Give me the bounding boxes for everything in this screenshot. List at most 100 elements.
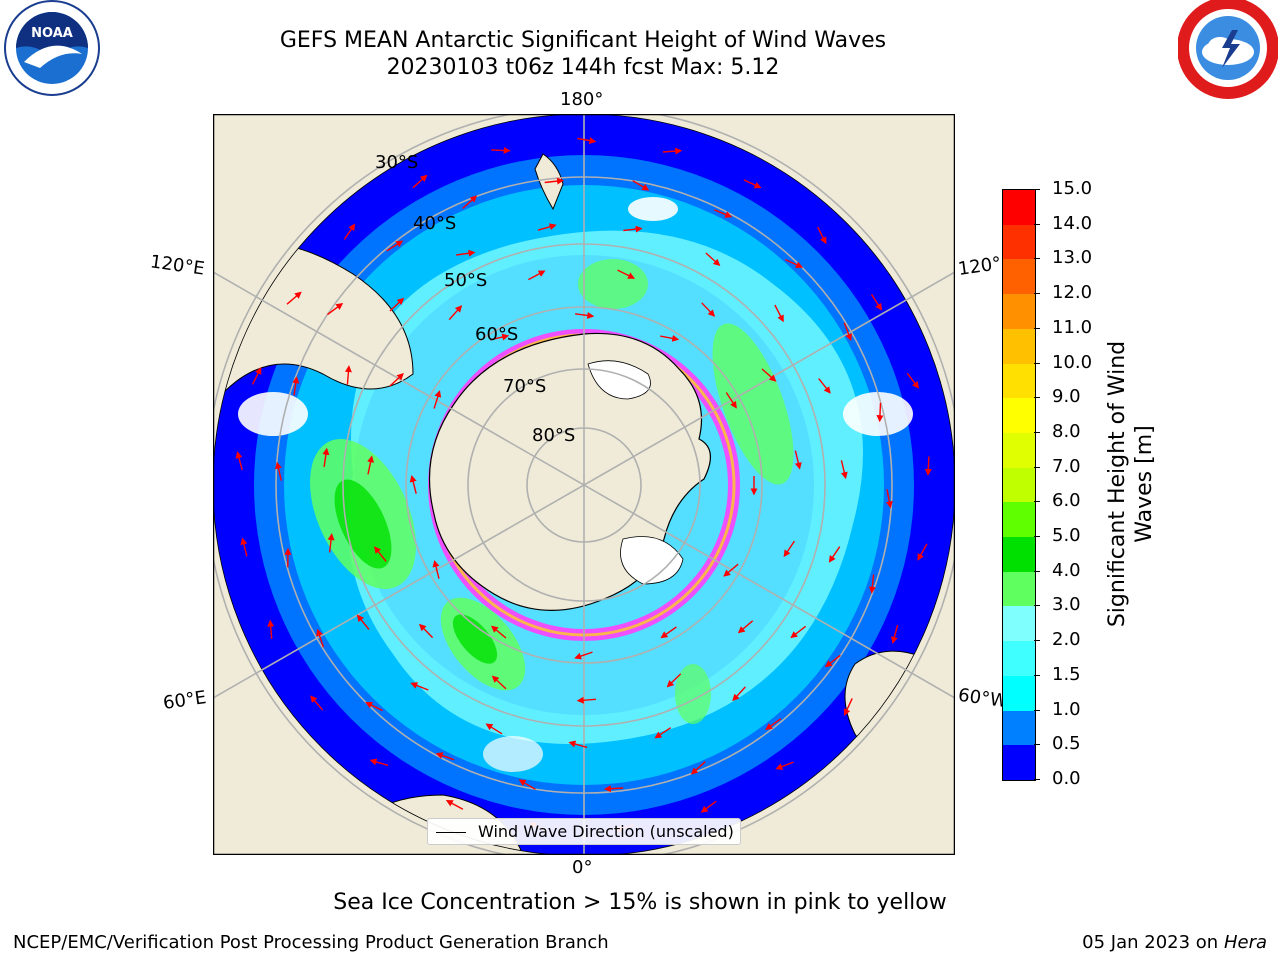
wind-wave-arrow: [292, 376, 300, 396]
lat-label-50s: 50°S: [444, 270, 488, 291]
footer-right: 05 Jan 2023 on Hera: [1082, 932, 1267, 953]
wind-wave-arrow: [432, 559, 440, 579]
colorbar-tick-label: 13.0: [1052, 247, 1093, 269]
wind-wave-arrow: [917, 543, 928, 561]
legend-line-sample: [436, 832, 466, 833]
colorbar-tick-mark: [1034, 431, 1040, 433]
wind-wave-arrow: [490, 333, 510, 341]
wind-wave-arrow: [445, 800, 464, 810]
lat-label-70s: 70°S: [503, 376, 547, 397]
wind-wave-arrow: [725, 392, 737, 409]
wind-wave-arrow: [828, 546, 841, 563]
wind-wave-arrow: [544, 177, 564, 185]
wind-wave-arrow: [870, 294, 883, 311]
wind-wave-arrow: [448, 305, 463, 321]
colorbar-segment: [1003, 328, 1035, 364]
lat-label-60s: 60°S: [475, 324, 519, 345]
colorbar-tick-label: 3.0: [1052, 594, 1081, 616]
wind-wave-arrow: [235, 451, 243, 471]
wind-wave-arrow: [374, 546, 387, 562]
wind-wave-arrow: [528, 270, 546, 281]
colorbar-tick-label: 0.0: [1052, 768, 1081, 789]
footer-left: NCEP/EMC/Verification Post Processing Pr…: [13, 932, 609, 953]
colorbar-tick-label: 14.0: [1052, 212, 1093, 234]
colorbar-tick-mark: [1034, 189, 1040, 190]
wind-wave-arrow: [785, 258, 803, 268]
colorbar-segment: [1003, 224, 1035, 260]
nws-logo: [1177, 0, 1279, 100]
wind-wave-arrow: [824, 654, 841, 668]
wind-wave-arrow: [367, 455, 374, 475]
colorbar-segment: [1003, 502, 1035, 538]
colorbar-segment: [1003, 745, 1035, 780]
wind-wave-arrow: [343, 223, 356, 240]
colorbar-segment: [1003, 467, 1035, 503]
wind-wave-arrow: [275, 461, 282, 481]
wind-wave-arrow: [666, 673, 682, 688]
colorbar-segment: [1003, 710, 1035, 746]
wind-wave-arrow: [518, 779, 536, 790]
wind-wave-arrow: [732, 686, 746, 702]
wind-wave-arrow: [389, 297, 405, 312]
colorbar-tick-label: 1.5: [1052, 663, 1081, 685]
legend-label: Wind Wave Direction (unscaled): [478, 822, 734, 841]
wind-wave-arrow: [843, 698, 853, 716]
wind-wave-arrow: [723, 563, 739, 577]
wind-wave-arrow: [660, 334, 680, 342]
wind-wave-arrow: [700, 800, 717, 813]
svg-text:NOAA: NOAA: [31, 26, 73, 41]
colorbar-tick-mark: [1034, 327, 1040, 329]
wind-wave-arrow: [433, 390, 442, 409]
colorbar-tick-label: 6.0: [1052, 490, 1081, 512]
wind-wave-arrow: [617, 269, 636, 279]
colorbar-segment: [1003, 432, 1035, 468]
wind-wave-arrow: [537, 223, 557, 231]
wind-wave-arrow: [310, 695, 324, 711]
map-legend: Wind Wave Direction (unscaled): [427, 818, 741, 845]
wind-wave-arrow: [389, 373, 404, 387]
lat-label-40s: 40°S: [413, 213, 457, 234]
colorbar-tick-mark: [1034, 709, 1040, 711]
colorbar-segment: [1003, 294, 1035, 329]
polar-map: [212, 113, 956, 856]
colorbar-segment: [1003, 190, 1035, 225]
colorbar-tick-mark: [1034, 570, 1040, 572]
map-panel: [212, 113, 956, 856]
wind-wave-arrow: [761, 368, 777, 382]
noaa-logo: NOAA: [2, 0, 102, 100]
colorbar-tick-label: 1.0: [1052, 698, 1081, 720]
lat-label-80s: 80°S: [532, 425, 576, 446]
wind-wave-arrow: [574, 651, 593, 660]
colorbar-tick-mark: [1034, 605, 1040, 607]
wind-wave-arrow: [365, 702, 383, 712]
colorbar-segment: [1003, 363, 1035, 399]
wind-wave-arrow: [654, 727, 672, 739]
lon-label-120e: 120°E: [148, 251, 206, 280]
chart-subtitle: 20230103 t06z 144h fcst Max: 5.12: [386, 55, 780, 80]
colorbar-ticks: 0.0 0.5 1.0 1.5 2.0 3.0 4.0 5.0 6.0 7.0 8.0 9.0 10.0…: [1034, 178, 1106, 789]
colorbar-tick-mark: [1034, 293, 1040, 295]
wind-wave-arrow: [369, 758, 389, 767]
colorbar-label-line2: Waves [m]: [1132, 425, 1157, 543]
wind-wave-arrow: [577, 137, 597, 145]
wind-wave-arrow: [286, 291, 302, 305]
colorbar-segment: [1003, 606, 1035, 642]
wind-wave-arrow: [924, 456, 932, 476]
colorbar-tick-mark: [1034, 258, 1040, 260]
wind-wave-arrow: [701, 302, 716, 317]
wind-wave-arrow: [327, 533, 335, 553]
wind-wave-arrow: [462, 195, 478, 209]
footer-date: 05 Jan 2023 on: [1082, 932, 1224, 953]
graticule: [213, 114, 955, 855]
wind-wave-arrow: [419, 623, 434, 639]
wind-wave-arrow: [344, 365, 352, 385]
colorbar-tick-mark: [1034, 501, 1040, 503]
wind-wave-arrow: [410, 682, 429, 691]
wind-wave-arrow: [818, 378, 831, 394]
wind-wave-arrow: [783, 540, 795, 558]
wind-wave-arrow: [491, 625, 507, 639]
wind-wave-arrow: [251, 367, 262, 385]
wind-wave-arrow: [491, 675, 507, 690]
wind-wave-arrow: [456, 249, 476, 257]
colorbar-tick-mark: [1034, 536, 1040, 538]
